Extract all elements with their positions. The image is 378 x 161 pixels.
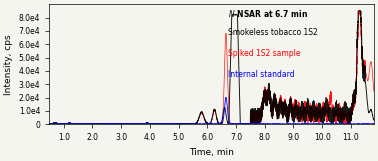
Text: Internal standard: Internal standard <box>228 70 294 79</box>
X-axis label: Time, min: Time, min <box>189 148 234 157</box>
Text: Spiked 1S2 sample: Spiked 1S2 sample <box>228 49 301 58</box>
Text: Smokeless tobacco 1S2: Smokeless tobacco 1S2 <box>228 28 318 37</box>
Text: $\it{N}$-NSAR at 6.7 min: $\it{N}$-NSAR at 6.7 min <box>228 8 308 19</box>
Y-axis label: Intensity, cps: Intensity, cps <box>4 34 13 95</box>
